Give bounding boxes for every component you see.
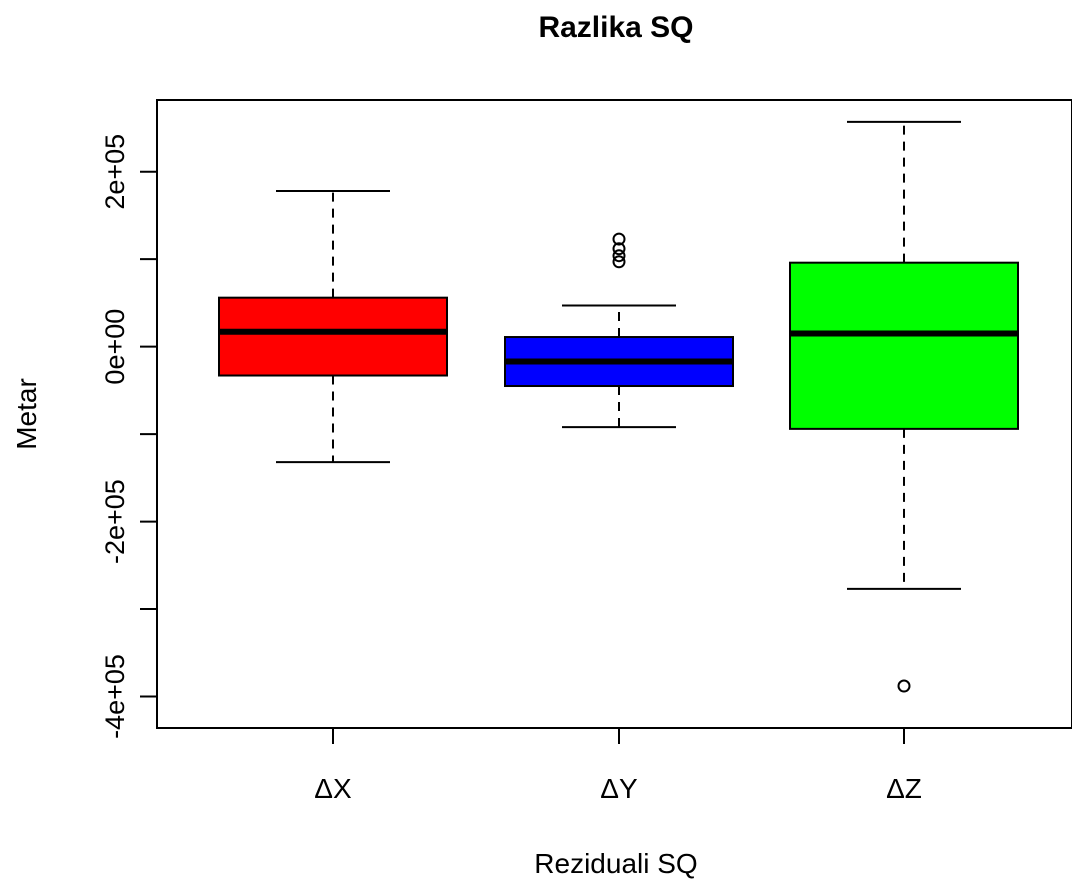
outlier-point <box>612 232 626 246</box>
outlier-point <box>612 255 626 269</box>
outlier-point <box>612 242 626 256</box>
box-x <box>218 189 448 464</box>
y-axis: -4e+05 -2e+05 0e+00 2e+05 <box>100 134 158 739</box>
outlier-point <box>612 249 626 263</box>
y-tick-label: 2e+05 <box>100 134 130 210</box>
x-axis-label: Reziduali SQ <box>534 848 697 879</box>
y-tick-label: -4e+05 <box>100 654 130 739</box>
box-y <box>504 232 734 429</box>
box-series-group <box>218 120 1019 693</box>
box-z <box>789 120 1019 693</box>
x-tick-label: ΔY <box>600 773 638 804</box>
box-body <box>218 296 448 377</box>
x-tick-label: ΔX <box>314 773 352 804</box>
box-body <box>789 261 1019 430</box>
y-tick-label: 0e+00 <box>100 309 130 385</box>
chart-title: Razlika SQ <box>538 11 693 44</box>
x-tick-label: ΔZ <box>886 773 922 804</box>
outlier-point <box>897 679 911 693</box>
y-axis-label: Metar <box>11 378 42 450</box>
y-tick-label: -2e+05 <box>100 479 130 564</box>
x-axis: ΔX ΔY ΔZ <box>314 727 922 804</box>
